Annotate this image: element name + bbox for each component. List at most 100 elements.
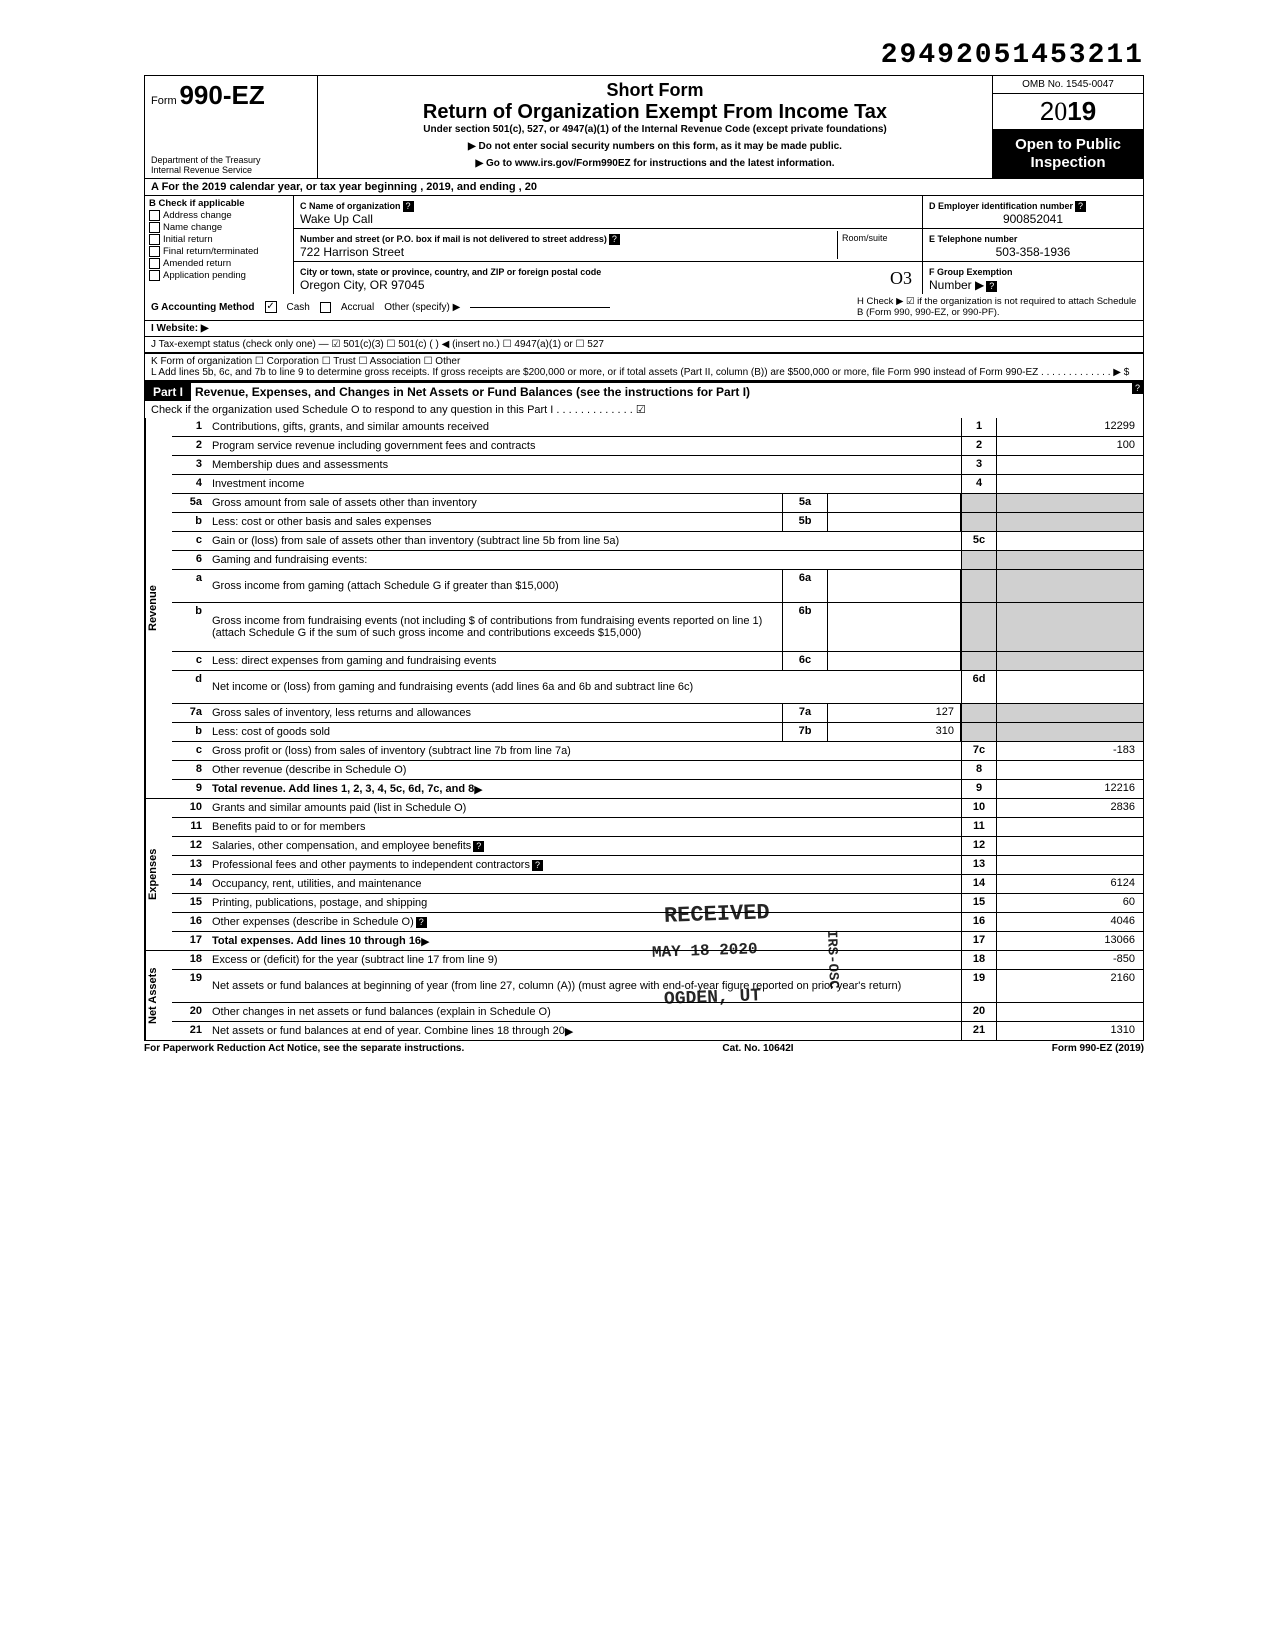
page-footer: For Paperwork Reduction Act Notice, see … [144,1041,1144,1056]
form-header: Form 990-EZ Department of the Treasury I… [144,75,1144,178]
ein-value: 900852041 [929,212,1137,226]
line-ref: 6d [961,671,996,703]
line-desc: Gross sales of inventory, less returns a… [212,707,471,719]
help-icon[interactable]: ? [609,234,620,245]
line-num: 18 [172,951,208,969]
line-desc: Printing, publications, postage, and shi… [212,897,427,909]
org-city: Oregon City, OR 97045 [300,278,425,292]
document-number: 29492051453211 [144,40,1144,71]
help-icon[interactable]: ? [532,860,543,871]
warn-url: ▶ Go to www.irs.gov/Form990EZ for instru… [326,158,984,169]
line-desc: Net assets or fund balances at beginning… [212,980,901,992]
h-text: H Check ▶ ☑ if the organization is not r… [857,296,1137,318]
i-website: I Website: ▶ [151,323,209,334]
inner-ref: 7b [782,723,828,741]
line-num: 8 [172,761,208,779]
line-ref: 13 [961,856,996,874]
short-form-label: Short Form [326,80,984,101]
cash-label: Cash [287,302,310,313]
line-ref: 4 [961,475,996,493]
dept-treasury: Department of the Treasury Internal Reve… [151,156,261,176]
form-number: 990-EZ [179,80,264,110]
line-ref: 14 [961,875,996,893]
line-desc: Gaming and fundraising events: [212,554,367,566]
line-amount: -850 [996,951,1143,969]
line-num: 5a [172,494,208,512]
org-info-grid: B Check if applicable Address change Nam… [144,195,1144,294]
line-amount [996,818,1143,836]
help-icon[interactable]: ? [416,917,427,928]
cb-label: Address change [163,210,232,221]
line-num: d [172,671,208,703]
checkbox-accrual[interactable] [320,302,331,313]
line-ref: 21 [961,1022,996,1040]
line-amount: 13066 [996,932,1143,950]
shaded [961,551,996,569]
inner-ref: 5b [782,513,828,531]
line-desc: Occupancy, rent, utilities, and maintena… [212,878,422,890]
phone-value: 503-358-1936 [929,245,1137,259]
line-num: 11 [172,818,208,836]
checkbox-final-return[interactable] [149,246,160,257]
shaded [996,494,1143,512]
line-num: b [172,513,208,531]
line-ref: 15 [961,894,996,912]
expenses-table: Expenses 10Grants and similar amounts pa… [144,799,1144,951]
inner-val: 310 [828,723,961,741]
line-num: 10 [172,799,208,817]
help-icon[interactable]: ? [403,201,414,212]
line-ref: 1 [961,418,996,436]
shaded [961,603,996,651]
line-desc: Program service revenue including govern… [212,440,535,452]
line-amount [996,475,1143,493]
checkbox-amended[interactable] [149,258,160,269]
line-amount: 100 [996,437,1143,455]
omb-number: OMB No. 1545-0047 [993,76,1143,94]
shaded [961,652,996,670]
help-icon[interactable]: ? [1075,201,1086,212]
checkbox-name-change[interactable] [149,222,160,233]
checkbox-initial-return[interactable] [149,234,160,245]
line-desc: Gain or (loss) from sale of assets other… [212,535,619,547]
line-desc: Less: cost of goods sold [212,726,330,738]
subtitle: Under section 501(c), 527, or 4947(a)(1)… [326,124,984,135]
return-title: Return of Organization Exempt From Incom… [326,101,984,124]
line-num: 4 [172,475,208,493]
other-label: Other (specify) ▶ [384,302,460,313]
inner-ref: 5a [782,494,828,512]
line-desc: Gross amount from sale of assets other t… [212,497,477,509]
line-desc: Gross income from fundraising events (no… [212,615,778,639]
line-amount: 1310 [996,1022,1143,1040]
form-prefix: Form [151,95,177,107]
line-num: 19 [172,970,208,1002]
inner-val [828,494,961,512]
handwritten-note: O3 [890,268,912,289]
checkbox-address-change[interactable] [149,210,160,221]
checkbox-cash[interactable]: ✓ [265,301,277,313]
line-ref: 20 [961,1003,996,1021]
shaded [996,513,1143,531]
cb-label: Amended return [163,258,231,269]
line-num: 1 [172,418,208,436]
part1-title: Revenue, Expenses, and Changes in Net As… [191,383,1130,401]
line-num: 17 [172,932,208,950]
line-amount: 2836 [996,799,1143,817]
g-label: G Accounting Method [151,302,255,313]
line-desc: Less: cost or other basis and sales expe… [212,516,432,528]
line-ref: 7c [961,742,996,760]
line-desc: Membership dues and assessments [212,459,388,471]
checkbox-pending[interactable] [149,270,160,281]
inner-ref: 7a [782,704,828,722]
side-expenses: Expenses [145,799,172,950]
help-icon[interactable]: ? [1132,383,1143,394]
line-amount [996,1003,1143,1021]
section-b-label: B Check if applicable [149,198,289,209]
footer-left: For Paperwork Reduction Act Notice, see … [144,1043,464,1054]
accrual-label: Accrual [341,302,374,313]
line-ref: 16 [961,913,996,931]
cb-label: Application pending [163,270,246,281]
help-icon[interactable]: ? [986,281,997,292]
line-ref: 10 [961,799,996,817]
help-icon[interactable]: ? [473,841,484,852]
line-desc: Excess or (deficit) for the year (subtra… [212,954,498,966]
